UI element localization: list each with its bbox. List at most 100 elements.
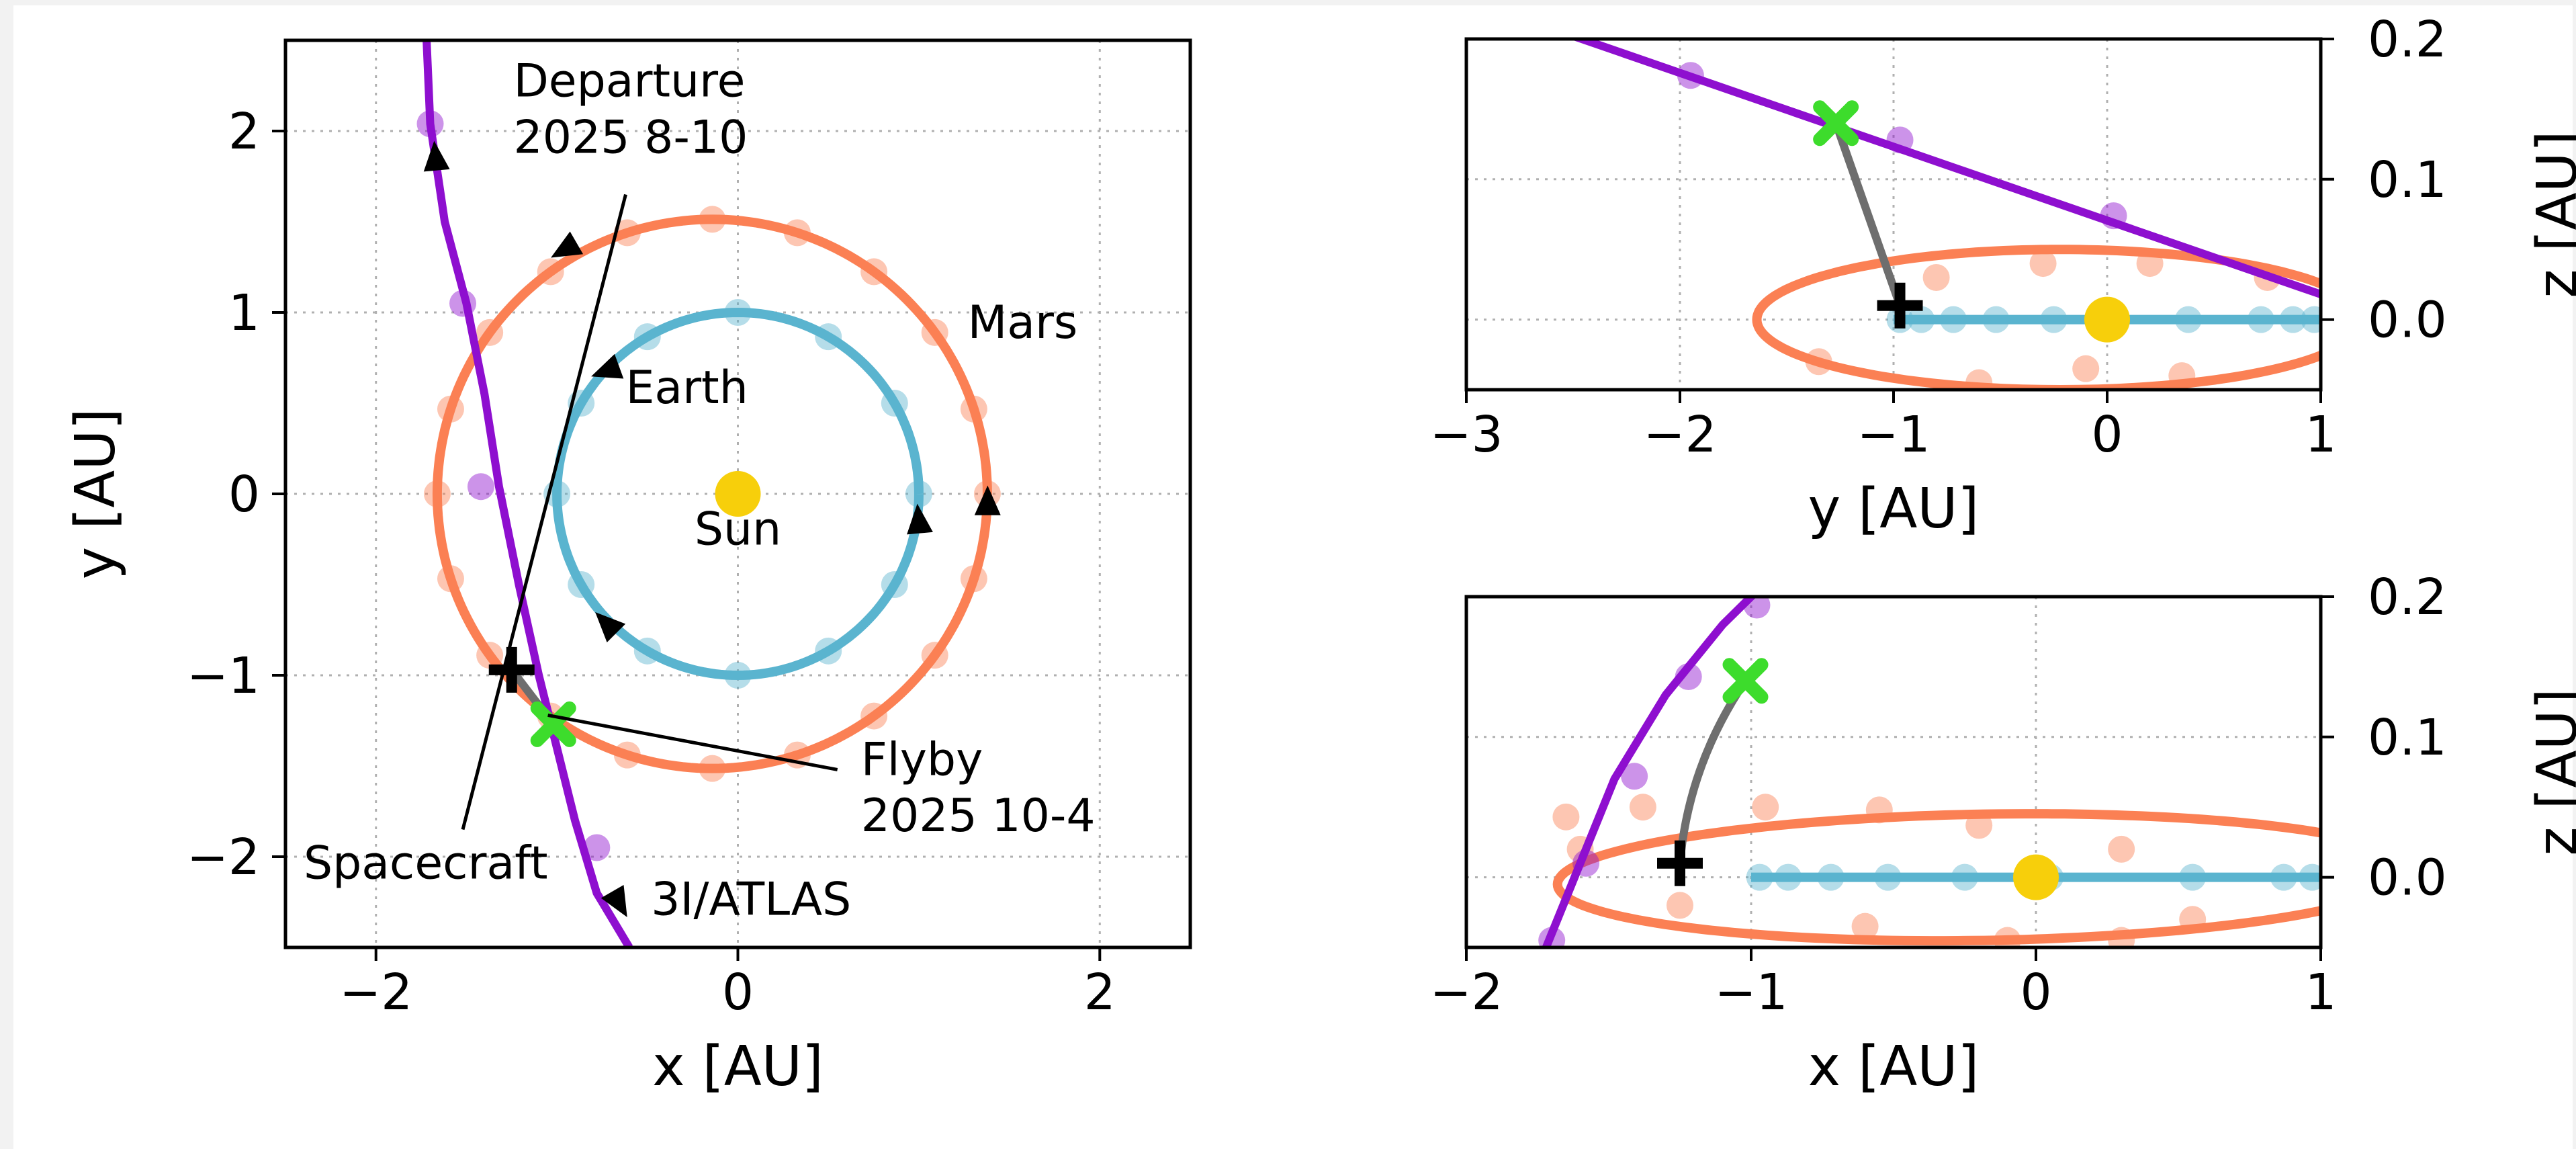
y-tick-label: 0.2: [2368, 568, 2447, 626]
atlas-position-2: [2100, 202, 2127, 230]
earth-position-0: [1746, 863, 1773, 891]
mars-orbit: [1552, 809, 2321, 946]
earth-position-1: [881, 390, 908, 417]
x-tick-label: −2: [1429, 964, 1503, 1021]
atlas-position-2: [1621, 763, 1648, 790]
atlas-trajectory: [1569, 39, 2321, 298]
panel-xz-view: −2 −1 0 1 x [AU] 0.0 0.1 0.2 z [AU]: [1429, 568, 2576, 1099]
x-tick-label: 0: [2091, 406, 2123, 464]
axes-frame-xy: [283, 38, 1192, 949]
earth-position-11: [881, 571, 908, 598]
x-tick-label: 0: [722, 964, 754, 1021]
spacecraft-label: Spacecraft: [304, 837, 548, 890]
panel-xy-view: −2 0 2 x [AU] −2 −1 0 1 2 y [AU] Earth Mars Sun 3I/AT…: [64, 38, 1192, 1099]
earth-position-10: [815, 637, 842, 665]
atlas-label: 3I/ATLAS: [651, 873, 851, 926]
earth-position-6: [2179, 863, 2207, 891]
earth-position-7: [2270, 863, 2297, 891]
earth-position-8: [633, 637, 661, 665]
x-axis-label: x [AU]: [652, 1035, 824, 1099]
flyby-label: Flyby: [861, 734, 983, 787]
mars-position-9: [437, 395, 464, 423]
y-tick-label: 1: [228, 284, 260, 342]
atlas-direction-arrow: [601, 884, 627, 918]
flyby-leader-line: [547, 713, 838, 771]
atlas-direction-arrow: [423, 140, 450, 172]
flyby-marker: [1722, 658, 1769, 704]
x-tick-label: 2: [1084, 964, 1116, 1021]
earth-position-2: [1817, 863, 1845, 891]
y-tick-label: 0.1: [2368, 709, 2447, 767]
x-axis-label: x [AU]: [1808, 1035, 1980, 1099]
plot-area-xy: [416, 40, 1001, 947]
sun-marker: [715, 471, 761, 517]
y-tick-label: −1: [187, 647, 260, 705]
atlas-position-0: [1677, 62, 1704, 89]
spacecraft-marker: [1877, 282, 1923, 329]
earth-position-2: [815, 323, 842, 351]
mars-position-2: [2072, 355, 2100, 382]
departure-date-label: 2025 8-10: [513, 111, 748, 164]
y-tick-label: 0.0: [2368, 849, 2447, 907]
mars-position-5: [2108, 835, 2135, 863]
earth-position-1: [1908, 306, 1935, 333]
earth-position-8: [2299, 863, 2321, 891]
mars-direction-arrow: [551, 231, 584, 258]
mars-label: Mars: [968, 296, 1078, 349]
x-tick-label: 0: [2020, 964, 2051, 1021]
mars-position-7: [1922, 263, 1950, 291]
atlas-trajectory: [1542, 597, 1757, 947]
mars-position-17: [860, 702, 888, 730]
mars-position-15: [699, 755, 726, 782]
flyby-date-label: 2025 10-4: [861, 790, 1096, 843]
mars-position-8: [1994, 927, 2021, 947]
mars-position-2: [1752, 794, 1779, 821]
earth-position-7: [568, 571, 595, 598]
y-tick-label: 2: [228, 103, 260, 161]
y-tick-label: 0: [228, 466, 260, 523]
mars-position-7: [537, 258, 564, 286]
mars-position-3: [1865, 796, 1893, 824]
y-tick-label: 0.2: [2368, 11, 2447, 69]
earth-position-3: [1982, 306, 2010, 333]
mars-position-7: [2108, 927, 2135, 947]
earth-position-9: [2301, 306, 2321, 333]
mars-position-1: [1629, 794, 1656, 821]
mars-position-14: [613, 741, 641, 769]
mars-position-4: [1965, 812, 1993, 839]
mars-position-3: [2168, 362, 2196, 390]
mars-position-4: [783, 219, 811, 247]
plot-area-yz: [1569, 39, 2321, 390]
earth-position-3: [1874, 863, 1902, 891]
mars-position-19: [960, 565, 987, 593]
x-tick-label: 1: [2305, 964, 2336, 1021]
mars-direction-arrow: [974, 485, 1001, 515]
earth-direction-arrow: [595, 612, 626, 643]
earth-position-3: [724, 299, 752, 326]
x-tick-label: −3: [1429, 406, 1503, 464]
x-axis-label: y [AU]: [1808, 477, 1980, 541]
plot-area-xz: [1538, 597, 2321, 947]
mars-position-0: [1805, 348, 1832, 376]
x-tick-label: 1: [2305, 406, 2336, 464]
y-axis-label: z [AU]: [2526, 130, 2576, 298]
flyby-marker: [1813, 100, 1859, 146]
mars-position-0: [1552, 803, 1580, 831]
earth-label: Earth: [625, 361, 748, 415]
mars-orbit: [432, 214, 992, 773]
mars-position-8: [476, 318, 504, 346]
y-axis-label: z [AU]: [2526, 688, 2576, 855]
mars-position-5: [2136, 250, 2164, 278]
atlas-position-1: [449, 290, 477, 317]
transfer-path: [1832, 122, 1904, 307]
earth-position-6: [2174, 306, 2202, 333]
mars-position-6: [2179, 906, 2207, 933]
atlas-position-1: [1572, 849, 1600, 877]
earth-position-4: [2040, 306, 2068, 333]
atlas-position-0: [1538, 927, 1566, 947]
y-tick-label: −2: [187, 828, 260, 886]
mars-position-11: [437, 565, 464, 593]
atlas-trajectory: [423, 40, 633, 947]
mars-position-10: [1667, 892, 1693, 919]
